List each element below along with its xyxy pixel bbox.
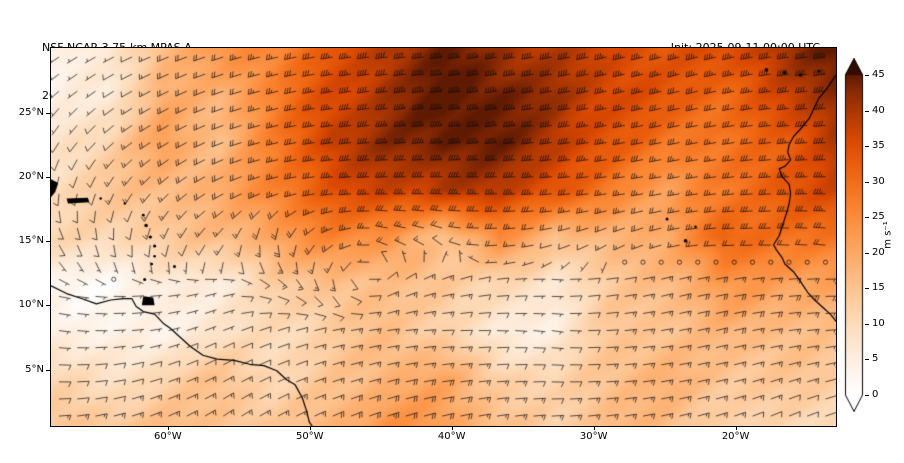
colorbar-tick-label: 35 (872, 140, 885, 152)
x-tick-label: 50°W (295, 431, 324, 442)
y-tick-label: 5°N (25, 363, 44, 375)
colorbar-tick-mark (865, 181, 869, 183)
y-tick-mark (46, 241, 50, 243)
x-tick-label: 40°W (437, 431, 466, 442)
x-tick-mark (593, 426, 595, 430)
colorbar-tick-label: 5 (872, 353, 879, 365)
colorbar-tick-mark (865, 359, 869, 361)
colorbar-tick-label: 20 (872, 246, 885, 258)
y-tick-label: 25°N (18, 106, 44, 118)
colorbar-tick-mark (865, 323, 869, 325)
colorbar-tick-mark (865, 110, 869, 112)
colorbar-tick-mark (865, 146, 869, 148)
colorbar-tick-mark (865, 75, 869, 76)
colorbar-tick-label: 10 (872, 317, 885, 329)
colorbar (843, 58, 865, 412)
colorbar-tick-label: 15 (872, 282, 885, 294)
y-tick-label: 15°N (18, 235, 44, 247)
x-tick-label: 60°W (154, 431, 182, 442)
x-tick-mark (451, 426, 453, 430)
colorbar-tick-label: 0 (872, 389, 879, 400)
colorbar-tick-mark (865, 217, 869, 219)
y-tick-label: 20°N (18, 170, 44, 182)
y-tick-mark (46, 369, 50, 371)
x-tick-mark (167, 426, 169, 430)
colorbar-tick-label: 25 (872, 211, 885, 223)
x-tick-label: 30°W (579, 431, 608, 442)
colorbar-tick-mark (865, 288, 869, 290)
y-tick-mark (46, 305, 50, 307)
x-tick-mark (735, 426, 737, 430)
x-tick-mark (309, 426, 311, 430)
y-tick-mark (46, 112, 50, 114)
x-tick-label: 20°W (721, 431, 750, 442)
colorbar-tick-mark (865, 252, 869, 254)
colorbar-tick-label: 45 (872, 69, 885, 80)
colorbar-tick-mark (865, 395, 869, 396)
colorbar-label: m s⁻¹ (882, 221, 894, 249)
y-tick-label: 10°N (18, 299, 44, 311)
y-tick-mark (46, 176, 50, 178)
shear-map-plot (50, 47, 837, 427)
colorbar-tick-label: 40 (872, 104, 885, 116)
colorbar-tick-label: 30 (872, 175, 885, 187)
